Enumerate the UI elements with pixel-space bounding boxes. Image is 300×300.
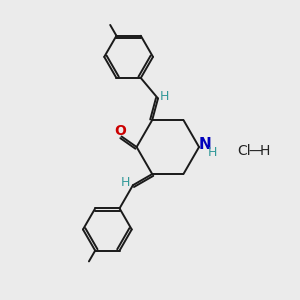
Text: H: H [259,145,270,158]
Text: H: H [121,176,130,189]
Text: H: H [208,146,217,159]
Text: Cl: Cl [237,145,250,158]
Text: N: N [199,137,212,152]
Text: H: H [160,90,169,103]
Text: —: — [249,145,262,158]
Text: O: O [114,124,126,138]
